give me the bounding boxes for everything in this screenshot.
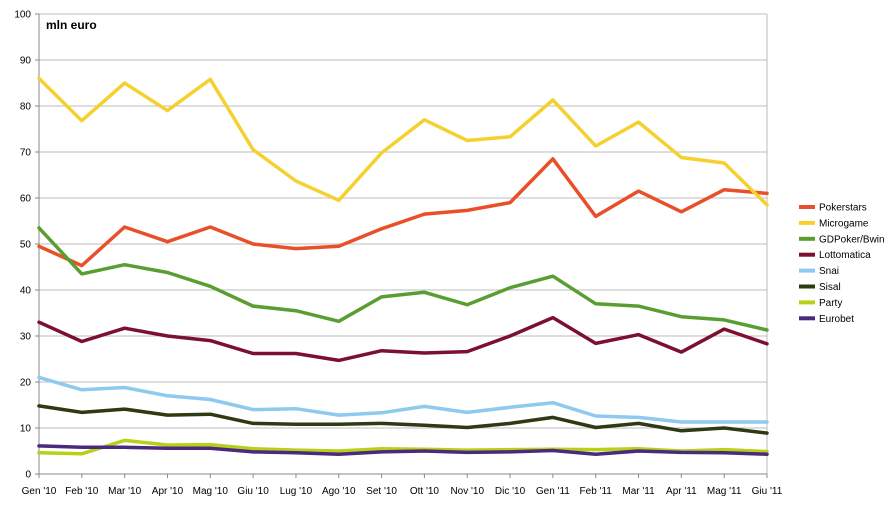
x-tick-label: Nov '10	[450, 486, 484, 497]
y-tick-label: 70	[20, 148, 32, 159]
legend-label-sisal: Sisal	[819, 282, 841, 293]
y-tick-label: 90	[20, 56, 32, 67]
legend-swatch-snai	[799, 268, 815, 273]
x-tick-label: Mag '11	[707, 486, 742, 497]
legend-swatch-eurobet	[799, 316, 815, 321]
x-tick-label: Giu '11	[752, 486, 783, 497]
x-tick-label: Mag '10	[193, 486, 229, 497]
legend-label-microgame: Microgame	[819, 218, 869, 229]
series-line-sisal	[37, 404, 769, 435]
legend-swatch-sisal	[799, 284, 815, 289]
x-tick-label: Lug '10	[280, 486, 313, 497]
y-tick-label: 60	[20, 194, 32, 205]
x-tick-label: Apr '11	[666, 486, 697, 497]
series-line-pokerstars	[37, 157, 769, 268]
y-tick-label: 20	[20, 378, 32, 389]
gridlines	[39, 13, 768, 475]
unit-label: mln euro	[46, 18, 97, 32]
legend-swatch-party	[799, 300, 815, 305]
legend-label-pokerstars: Pokerstars	[819, 203, 867, 214]
y-tick-label: 100	[14, 10, 31, 21]
legend-swatch-lottomatica	[799, 252, 815, 257]
x-tick-label: Dic '10	[495, 486, 526, 497]
x-tick-label: Mar '11	[622, 486, 655, 497]
y-tick-label: 30	[20, 332, 32, 343]
y-tick-label: 0	[25, 470, 31, 481]
legend-label-lottomatica: Lottomatica	[819, 250, 871, 261]
series-line-lottomatica	[37, 315, 769, 363]
y-axis: 0 10 20 30 40 50 60 70 80 90 100	[14, 10, 40, 481]
legend-swatch-gdpoker-bwin	[799, 236, 815, 241]
legend-label-party: Party	[819, 298, 842, 309]
legend-label-gdpoker-bwin: GDPoker/Bwin	[819, 234, 885, 245]
x-tick-label: Giu '10	[237, 486, 269, 497]
x-tick-label: Ago '10	[322, 486, 356, 497]
legend: Pokerstars Microgame GDPoker/Bwin Lottomati…	[799, 203, 885, 325]
y-tick-label: 50	[20, 240, 32, 251]
y-tick-label: 10	[20, 424, 32, 435]
series-line-microgame	[37, 76, 769, 207]
x-tick-label: Feb '11	[580, 486, 613, 497]
series-line-party	[37, 438, 769, 456]
x-tick-label: Feb '10	[65, 486, 98, 497]
y-tick-label: 80	[20, 102, 32, 113]
x-axis: Gen '10 Feb '10 Mar '10 Apr '10 Mag '10 Giu '…	[22, 473, 783, 497]
series-line-snai	[37, 375, 769, 424]
legend-label-snai: Snai	[819, 266, 839, 277]
x-tick-label: Gen '11	[536, 486, 570, 497]
x-tick-label: Ott '10	[410, 486, 440, 497]
series-lines	[37, 76, 769, 456]
x-tick-label: Set '10	[366, 486, 397, 497]
x-tick-label: Gen '10	[22, 486, 57, 497]
x-tick-label: Mar '10	[108, 486, 141, 497]
legend-swatch-pokerstars	[799, 205, 815, 209]
legend-label-eurobet: Eurobet	[819, 314, 854, 325]
y-tick-label: 40	[20, 286, 32, 297]
x-tick-label: Apr '10	[152, 486, 184, 497]
legend-swatch-microgame	[799, 220, 815, 225]
series-line-gdpoker-bwin	[37, 226, 769, 332]
series-line-eurobet	[37, 444, 769, 456]
